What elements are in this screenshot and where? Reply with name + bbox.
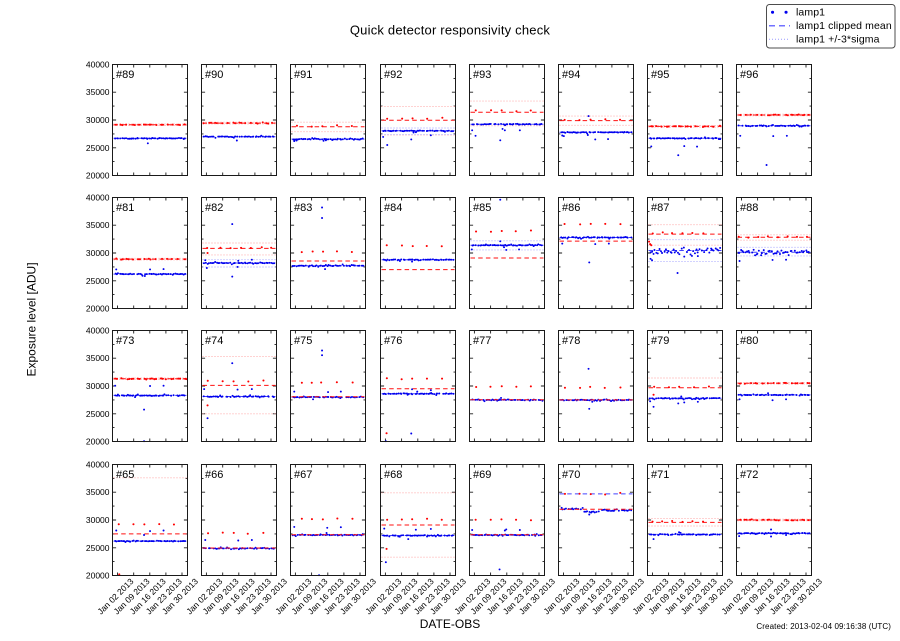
svg-text:#92: #92: [384, 69, 402, 81]
svg-text:#73: #73: [116, 335, 134, 347]
svg-text:#78: #78: [562, 335, 580, 347]
svg-text:#65: #65: [116, 469, 134, 481]
svg-text:#74: #74: [205, 335, 223, 347]
svg-text:lamp1: lamp1: [796, 6, 825, 18]
svg-text:#85: #85: [473, 202, 491, 214]
svg-text:20000: 20000: [86, 437, 110, 447]
svg-text:#67: #67: [294, 469, 312, 481]
svg-text:25000: 25000: [86, 143, 110, 153]
svg-text:20000: 20000: [86, 571, 110, 581]
svg-text:#84: #84: [384, 202, 402, 214]
svg-text:30000: 30000: [86, 248, 110, 258]
svg-text:#89: #89: [116, 69, 134, 81]
svg-text:20000: 20000: [86, 171, 110, 181]
svg-text:30000: 30000: [86, 115, 110, 125]
svg-text:#88: #88: [740, 202, 758, 214]
svg-text:#76: #76: [384, 335, 402, 347]
svg-text:#68: #68: [384, 469, 402, 481]
svg-text:25000: 25000: [86, 543, 110, 553]
svg-text:#72: #72: [740, 469, 758, 481]
svg-text:#86: #86: [562, 202, 580, 214]
svg-text:40000: 40000: [86, 60, 110, 70]
svg-text:30000: 30000: [86, 515, 110, 525]
svg-text:#90: #90: [205, 69, 223, 81]
svg-text:#70: #70: [562, 469, 580, 481]
svg-text:35000: 35000: [86, 487, 110, 497]
svg-text:25000: 25000: [86, 409, 110, 419]
svg-text:35000: 35000: [86, 353, 110, 363]
svg-text:#80: #80: [740, 335, 758, 347]
svg-text:#87: #87: [651, 202, 669, 214]
svg-text:40000: 40000: [86, 460, 110, 470]
svg-text:#96: #96: [740, 69, 758, 81]
svg-text:#75: #75: [294, 335, 312, 347]
svg-text:30000: 30000: [86, 381, 110, 391]
svg-text:#95: #95: [651, 69, 669, 81]
svg-text:35000: 35000: [86, 220, 110, 230]
svg-text:#69: #69: [473, 469, 491, 481]
svg-text:DATE-OBS: DATE-OBS: [420, 617, 480, 631]
svg-text:#66: #66: [205, 469, 223, 481]
svg-text:#82: #82: [205, 202, 223, 214]
svg-text:#77: #77: [473, 335, 491, 347]
svg-text:#81: #81: [116, 202, 134, 214]
svg-text:25000: 25000: [86, 276, 110, 286]
svg-text:40000: 40000: [86, 326, 110, 336]
svg-text:#93: #93: [473, 69, 491, 81]
svg-text:20000: 20000: [86, 304, 110, 314]
svg-text:Exposure level [ADU]: Exposure level [ADU]: [25, 262, 39, 376]
svg-text:Created: 2013-02-04 09:16:38 (: Created: 2013-02-04 09:16:38 (UTC): [756, 622, 891, 631]
svg-text:#71: #71: [651, 469, 669, 481]
svg-text:lamp1 clipped mean: lamp1 clipped mean: [796, 20, 892, 32]
svg-text:#94: #94: [562, 69, 580, 81]
svg-text:40000: 40000: [86, 193, 110, 203]
svg-text:#91: #91: [294, 69, 312, 81]
svg-text:#83: #83: [294, 202, 312, 214]
svg-text:35000: 35000: [86, 87, 110, 97]
svg-text:Quick detector responsivity ch: Quick detector responsivity check: [350, 23, 551, 38]
svg-text:#79: #79: [651, 335, 669, 347]
svg-text:lamp1 +/-3*sigma: lamp1 +/-3*sigma: [796, 34, 880, 46]
